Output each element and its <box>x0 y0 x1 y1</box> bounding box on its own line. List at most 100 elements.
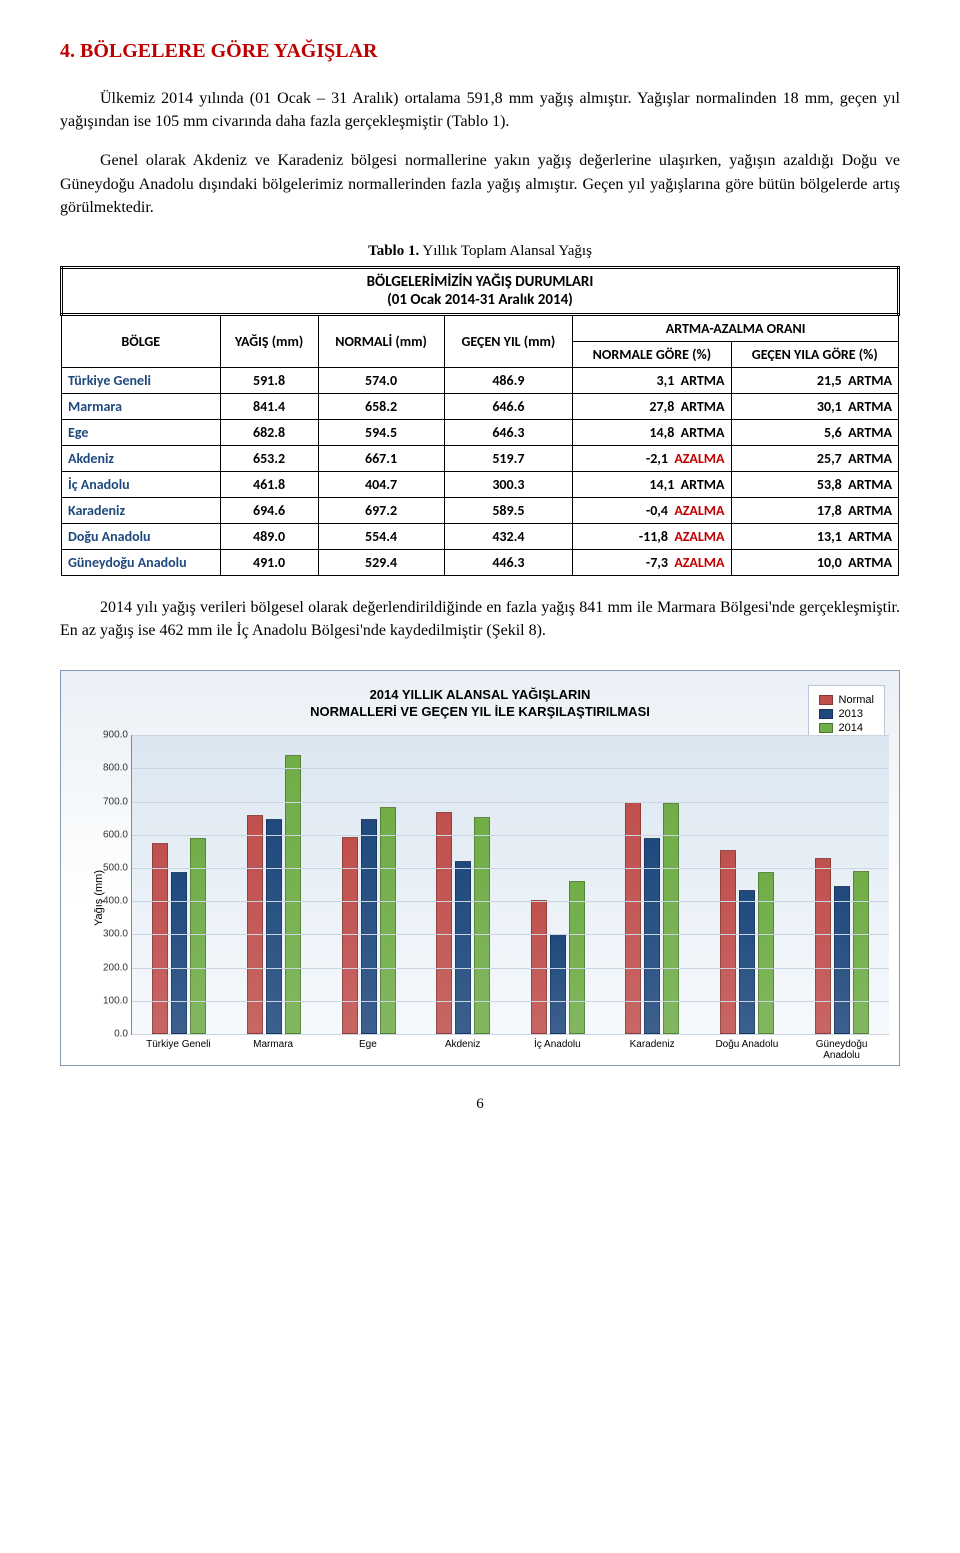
cell-gecen-yila-gore: 25,7 ARTMA <box>731 445 898 471</box>
cell-yagis: 491.0 <box>220 549 318 575</box>
cell-region: Güneydoğu Anadolu <box>62 549 221 575</box>
cell-normali: 574.0 <box>318 367 444 393</box>
gridline <box>132 802 889 803</box>
bar-group <box>132 735 227 1034</box>
bar <box>152 843 168 1034</box>
cell-yagis: 682.8 <box>220 419 318 445</box>
cell-normali: 594.5 <box>318 419 444 445</box>
cell-gecen-yila-gore: 21,5 ARTMA <box>731 367 898 393</box>
bar <box>720 850 736 1034</box>
cell-yagis: 591.8 <box>220 367 318 393</box>
th-gecen-yila-gore: GEÇEN YILA GÖRE (%) <box>731 341 898 367</box>
x-tick-label: Türkiye Geneli <box>131 1039 226 1061</box>
chart-title-line1: 2014 YILLIK ALANSAL YAĞIŞLARIN <box>370 687 591 702</box>
chart-title-line2: NORMALLERİ VE GEÇEN YIL İLE KARŞILAŞTIRI… <box>310 704 650 719</box>
cell-gecen: 446.3 <box>444 549 573 575</box>
cell-region: Ege <box>62 419 221 445</box>
cell-normale-gore: -7,3 AZALMA <box>573 549 731 575</box>
cell-normale-gore: 3,1 ARTMA <box>573 367 731 393</box>
table-title: BÖLGELERİMİZİN YAĞIŞ DURUMLARI (01 Ocak … <box>62 267 899 314</box>
cell-normale-gore: -11,8 AZALMA <box>573 523 731 549</box>
th-normali: NORMALİ (mm) <box>318 314 444 367</box>
th-yagis: YAĞIŞ (mm) <box>220 314 318 367</box>
y-tick-label: 900.0 <box>92 730 128 741</box>
th-normale-gore: NORMALE GÖRE (%) <box>573 341 731 367</box>
cell-gecen: 432.4 <box>444 523 573 549</box>
cell-normale-gore: -0,4 AZALMA <box>573 497 731 523</box>
table-caption-rest: Yıllık Toplam Alansal Yağış <box>419 243 592 259</box>
table-body: Türkiye Geneli591.8574.0486.93,1 ARTMA21… <box>62 367 899 575</box>
cell-region: İç Anadolu <box>62 471 221 497</box>
cell-gecen: 300.3 <box>444 471 573 497</box>
th-gecen: GEÇEN YIL (mm) <box>444 314 573 367</box>
chart-plot-area: 0.0100.0200.0300.0400.0500.0600.0700.080… <box>131 735 889 1035</box>
cell-yagis: 461.8 <box>220 471 318 497</box>
cell-gecen: 646.3 <box>444 419 573 445</box>
legend-swatch <box>819 695 833 705</box>
bar <box>663 803 679 1034</box>
table-row: Güneydoğu Anadolu491.0529.4446.3-7,3 AZA… <box>62 549 899 575</box>
cell-gecen-yila-gore: 5,6 ARTMA <box>731 419 898 445</box>
cell-normali: 554.4 <box>318 523 444 549</box>
legend-label: Normal <box>839 694 874 706</box>
x-tick-label: Akdeniz <box>415 1039 510 1061</box>
gridline <box>132 735 889 736</box>
cell-yagis: 694.6 <box>220 497 318 523</box>
bar <box>834 886 850 1034</box>
bar <box>285 755 301 1035</box>
bar <box>550 934 566 1034</box>
cell-yagis: 841.4 <box>220 393 318 419</box>
table-row: Marmara841.4658.2646.627,8 ARTMA30,1 ART… <box>62 393 899 419</box>
cell-gecen: 646.6 <box>444 393 573 419</box>
gridline <box>132 1001 889 1002</box>
bar <box>815 858 831 1034</box>
cell-yagis: 489.0 <box>220 523 318 549</box>
cell-gecen-yila-gore: 17,8 ARTMA <box>731 497 898 523</box>
cell-region: Karadeniz <box>62 497 221 523</box>
table-row: Türkiye Geneli591.8574.0486.93,1 ARTMA21… <box>62 367 899 393</box>
bar <box>361 819 377 1034</box>
cell-region: Türkiye Geneli <box>62 367 221 393</box>
y-tick-label: 800.0 <box>92 763 128 774</box>
y-tick-label: 400.0 <box>92 896 128 907</box>
cell-normali: 667.1 <box>318 445 444 471</box>
table-row: Akdeniz653.2667.1519.7-2,1 AZALMA25,7 AR… <box>62 445 899 471</box>
page-number: 6 <box>60 1096 900 1113</box>
legend-label: 2014 <box>839 722 863 734</box>
legend-label: 2013 <box>839 708 863 720</box>
cell-yagis: 653.2 <box>220 445 318 471</box>
cell-normale-gore: 14,1 ARTMA <box>573 471 731 497</box>
cell-normale-gore: 27,8 ARTMA <box>573 393 731 419</box>
paragraph-2: Genel olarak Akdeniz ve Karadeniz bölges… <box>60 149 900 219</box>
bar <box>569 881 585 1034</box>
cell-gecen-yila-gore: 13,1 ARTMA <box>731 523 898 549</box>
cell-gecen-yila-gore: 53,8 ARTMA <box>731 471 898 497</box>
cell-region: Akdeniz <box>62 445 221 471</box>
bar <box>853 871 869 1034</box>
legend-swatch <box>819 723 833 733</box>
chart-frame: Normal 2013 2014 2014 YILLIK ALANSAL YAĞIŞ… <box>60 670 900 1066</box>
gridline <box>132 768 889 769</box>
x-tick-label: Marmara <box>226 1039 321 1061</box>
table-row: İç Anadolu461.8404.7300.314,1 ARTMA53,8 … <box>62 471 899 497</box>
cell-normali: 658.2 <box>318 393 444 419</box>
cell-gecen: 486.9 <box>444 367 573 393</box>
bar <box>455 861 471 1034</box>
bar-group <box>416 735 511 1034</box>
paragraph-1: Ülkemiz 2014 yılında (01 Ocak – 31 Aralı… <box>60 87 900 133</box>
y-tick-label: 300.0 <box>92 929 128 940</box>
cell-normali: 529.4 <box>318 549 444 575</box>
gridline <box>132 835 889 836</box>
y-tick-label: 200.0 <box>92 962 128 973</box>
cell-region: Marmara <box>62 393 221 419</box>
cell-gecen-yila-gore: 30,1 ARTMA <box>731 393 898 419</box>
legend-item: Normal <box>819 694 874 706</box>
y-tick-label: 600.0 <box>92 829 128 840</box>
x-tick-label: Doğu Anadolu <box>700 1039 795 1061</box>
table-caption: Tablo 1. Yıllık Toplam Alansal Yağış <box>60 243 900 260</box>
gridline <box>132 868 889 869</box>
legend-swatch <box>819 709 833 719</box>
y-tick-label: 0.0 <box>92 1029 128 1040</box>
cell-gecen: 519.7 <box>444 445 573 471</box>
table-title-line1: BÖLGELERİMİZİN YAĞIŞ DURUMLARI <box>367 273 594 291</box>
